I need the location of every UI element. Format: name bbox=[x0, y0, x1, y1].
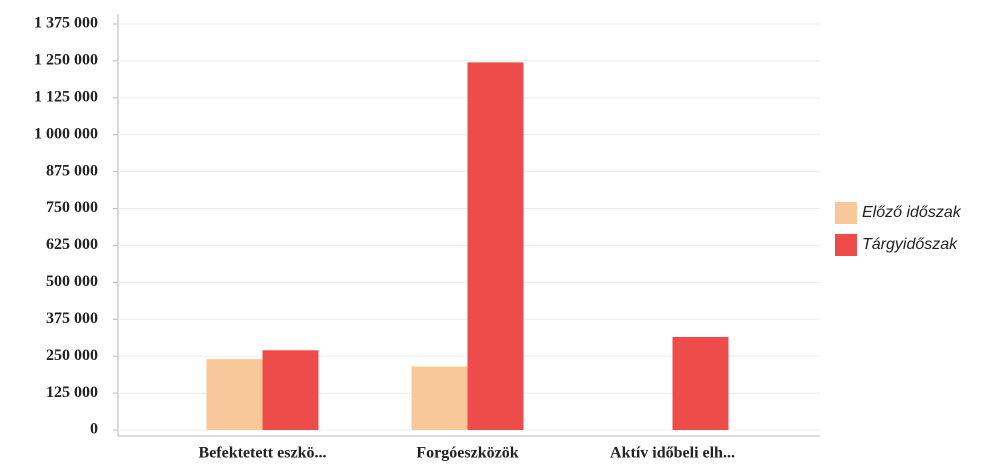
x-tick-label: Aktív időbeli elh... bbox=[610, 445, 735, 462]
y-tick-label: 125 000 bbox=[46, 384, 98, 401]
y-tick-label: 1 250 000 bbox=[34, 52, 98, 69]
x-tick-label: Befektetett eszkö... bbox=[199, 445, 327, 462]
bar bbox=[411, 366, 468, 430]
y-tick-label: 250 000 bbox=[46, 347, 98, 364]
y-tick-label: 0 bbox=[90, 421, 98, 438]
x-tick-label: Forgóeszközök bbox=[416, 445, 518, 462]
y-tick-label: 750 000 bbox=[46, 199, 98, 216]
y-tick-label: 875 000 bbox=[46, 162, 98, 179]
bar bbox=[672, 336, 729, 430]
bar bbox=[467, 62, 524, 430]
legend-label: Tárgyidőszak bbox=[862, 236, 958, 253]
legend-label: Előző időszak bbox=[862, 204, 962, 221]
bar bbox=[262, 350, 319, 430]
y-tick-label: 500 000 bbox=[46, 273, 98, 290]
y-tick-label: 1 125 000 bbox=[34, 88, 98, 105]
y-tick-label: 625 000 bbox=[46, 236, 98, 253]
legend-swatch bbox=[835, 202, 857, 224]
y-tick-label: 1 375 000 bbox=[34, 15, 98, 32]
legend-swatch bbox=[835, 234, 857, 256]
y-tick-label: 375 000 bbox=[46, 310, 98, 327]
bar bbox=[206, 359, 263, 430]
y-tick-label: 1 000 000 bbox=[34, 125, 98, 142]
